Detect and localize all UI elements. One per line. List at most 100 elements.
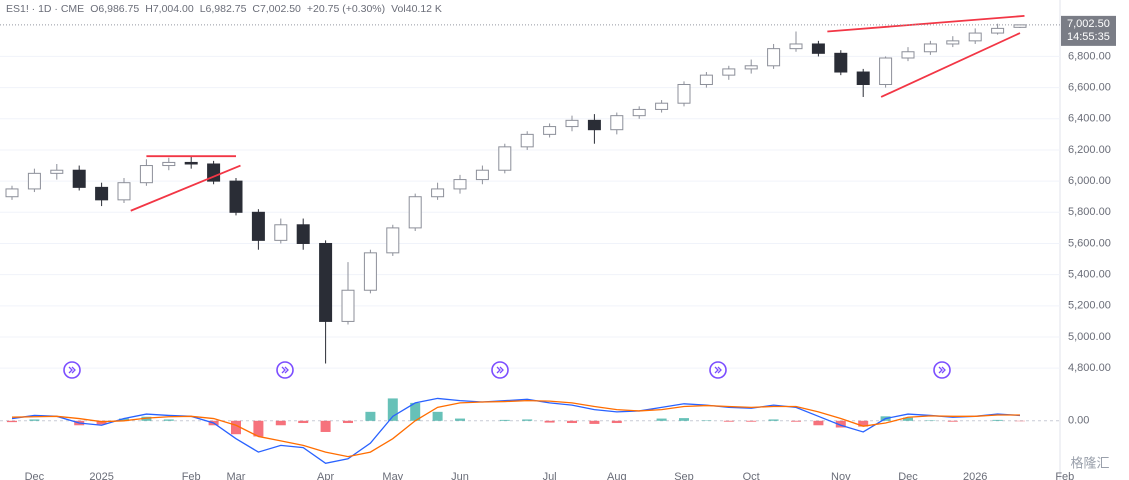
candle-body [72,169,86,188]
y-tick-label: 6,200.00 [1068,144,1111,156]
event-icon-arrow [714,366,722,374]
volume-label: Vol [391,3,406,15]
open-value: 6,986.75 [98,3,139,15]
candle-body [632,108,646,117]
candle-body [386,227,400,254]
candle-body [274,224,288,241]
x-tick-label: Jun [451,471,469,480]
last-price-label: 7,002.50 [1067,18,1110,30]
candle-body [184,161,198,165]
candle-body [767,48,781,67]
x-tick-label: Dec [25,471,45,480]
event-icon-arrow [938,366,946,374]
histogram-bar [275,420,286,426]
histogram-bar [163,419,174,421]
header: ES1! · 1D · CME O6,986.75 H7,004.00 L6,982.… [6,3,442,15]
histogram-bar [455,418,465,421]
histogram-bar [119,418,129,421]
candle-body [296,224,310,244]
candle-body [901,51,915,59]
candle-body [251,211,265,241]
x-tick-label: Aug [607,471,627,480]
candle-body [834,52,848,73]
histogram-bar [343,420,353,424]
histogram-bar [656,418,667,421]
histogram-bar [611,420,622,424]
trendline [130,164,241,212]
x-tick-label: Nov [831,471,851,480]
candle-body [543,126,557,135]
histogram-bar [522,419,533,421]
x-tick-label: Feb [1055,471,1074,480]
candle-body [475,169,489,181]
last-price-tag [1061,15,1116,46]
candle-body [722,68,736,76]
histogram-bar [544,420,555,423]
high-label: H [145,3,153,15]
candle-body [610,115,624,131]
histogram-bar [567,420,577,424]
close-label: C [252,3,260,15]
x-tick-label: Feb [182,471,201,480]
histogram-bar [298,420,309,424]
candle-body [498,146,512,171]
histogram-bar [791,420,801,422]
candle-body [229,180,243,213]
candle-body [655,102,669,110]
candle-body [587,119,601,131]
x-tick-label: 2025 [89,471,113,480]
histogram-bar [7,420,17,423]
candle-body [117,182,131,201]
trendline [880,32,1021,98]
candle-body [968,32,982,42]
x-tick-label: Sep [674,471,694,480]
histogram-bar [320,420,331,432]
x-tick-label: Oct [743,471,760,480]
histogram-bar [96,420,107,425]
candle-body [699,74,713,85]
histogram-bar [410,402,421,421]
histogram-bar [992,419,1003,421]
y-tick-label: 5,200.00 [1068,300,1111,312]
histogram-bar [253,420,264,437]
low-label: L [200,3,206,15]
candle-body [677,83,691,104]
candle-body [50,169,64,174]
histogram-bar [589,420,600,424]
change: +20.75 (+0.30%) [307,3,385,15]
candle-body [162,161,176,167]
x-tick-label: Mar [227,471,246,480]
candle-body [207,163,221,182]
histogram-bar [231,420,241,435]
histogram-bar [858,420,869,427]
open-label: O [90,3,98,15]
x-tick-label: Dec [898,471,918,480]
candle-body [363,252,377,291]
y-tick-label: 5,000.00 [1068,331,1111,343]
symbol: ES1! · 1D · CME [6,3,84,15]
countdown: 14:55:35 [1067,31,1110,43]
histogram-bar [947,420,958,422]
histogram-bar [499,419,510,421]
candle-body [520,133,534,148]
macd-line [11,397,1021,464]
histogram-bar [432,411,443,421]
x-tick-label: 2026 [963,471,987,480]
trendline [827,15,1025,33]
x-tick-label: Apr [317,471,334,480]
candle-body [408,196,422,229]
close-value: 7,002.50 [260,3,301,15]
candle-body [453,179,467,190]
candle-body [789,43,803,50]
y-tick-label: 5,600.00 [1068,237,1111,249]
y-tick-label: 0.00 [1068,415,1089,427]
y-tick-label: 5,400.00 [1068,269,1111,281]
y-tick-label: 6,600.00 [1068,82,1111,94]
candle-body [744,65,758,70]
event-icon-arrow [496,366,504,374]
low-value: 6,982.75 [206,3,247,15]
candle-body [923,43,937,53]
candle-body [27,172,41,190]
